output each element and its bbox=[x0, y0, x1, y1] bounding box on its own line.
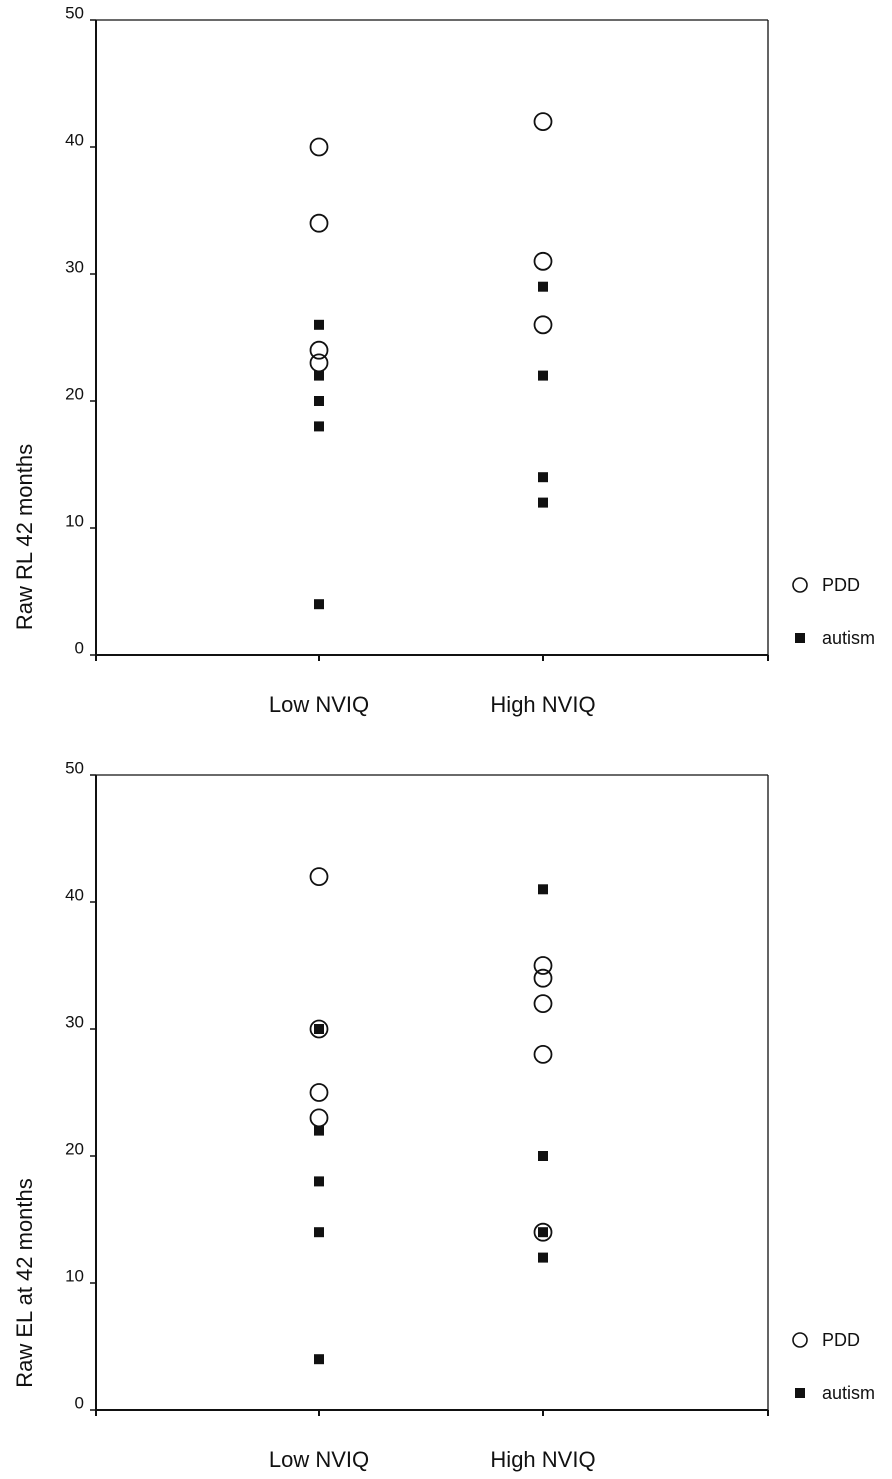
point-PDD-low-nviq-1 bbox=[309, 1019, 329, 1039]
point-PDD-low-nviq-3 bbox=[309, 1108, 329, 1128]
y-tick-label-0: 0 bbox=[75, 1393, 84, 1412]
point-PDD-low-nviq-0 bbox=[309, 867, 329, 886]
point-autism-high-nviq-8 bbox=[538, 497, 548, 508]
legend-marker-autism bbox=[795, 633, 805, 643]
point-PDD-low-nviq-2 bbox=[309, 340, 329, 360]
y-tick-label-30: 30 bbox=[65, 257, 84, 276]
point-autism-high-nviq-5 bbox=[538, 884, 548, 895]
point-autism-high-nviq-6 bbox=[538, 1151, 548, 1161]
legend-marker-autism bbox=[795, 1388, 805, 1398]
legend-marker-PDD bbox=[792, 1332, 808, 1348]
x-tick-label-high-nviq: High NVIQ bbox=[490, 692, 595, 717]
point-autism-low-nviq-2 bbox=[314, 1176, 324, 1187]
legend-marker-PDD bbox=[792, 577, 808, 593]
point-PDD-high-nviq-6 bbox=[533, 994, 553, 1013]
y-axis-title: Raw RL 42 months bbox=[12, 444, 37, 630]
y-tick-label-20: 20 bbox=[65, 384, 84, 403]
point-PDD-low-nviq-0 bbox=[309, 137, 329, 157]
point-PDD-low-nviq-2 bbox=[309, 1083, 329, 1102]
point-PDD-high-nviq-6 bbox=[533, 315, 553, 335]
point-PDD-high-nviq-4 bbox=[533, 112, 553, 131]
chart-panel-1: 0 10 20 30 40 50 Low NVIQ High NVIQ Raw RL 42 mo… bbox=[12, 3, 875, 717]
y-tick-label-50: 50 bbox=[65, 3, 84, 22]
point-autism-high-nviq-7 bbox=[538, 472, 548, 483]
y-tick-label-20: 20 bbox=[65, 1139, 84, 1158]
point-autism-low-nviq-4 bbox=[314, 599, 324, 610]
y-tick-label-10: 10 bbox=[65, 1266, 84, 1285]
point-PDD-high-nviq-7 bbox=[533, 1045, 553, 1064]
x-tick-label-high-nviq: High NVIQ bbox=[490, 1447, 595, 1472]
point-autism-low-nviq-2 bbox=[314, 396, 324, 406]
y-tick-label-30: 30 bbox=[65, 1012, 84, 1031]
point-autism-high-nviq-8 bbox=[538, 1252, 548, 1263]
point-autism-high-nviq-7 bbox=[538, 1227, 548, 1238]
y-tick-label-10: 10 bbox=[65, 511, 84, 530]
point-autism-low-nviq-3 bbox=[314, 421, 324, 432]
point-autism-low-nviq-0 bbox=[314, 319, 324, 330]
point-autism-high-nviq-5 bbox=[538, 281, 548, 292]
chart-panel-2: 0 10 20 30 40 50 Low NVIQ High NVIQ Raw EL at 42… bbox=[12, 758, 875, 1472]
point-PDD-low-nviq-1 bbox=[309, 213, 329, 233]
x-tick-label-low-nviq: Low NVIQ bbox=[269, 692, 369, 717]
x-tick-label-low-nviq: Low NVIQ bbox=[269, 1447, 369, 1472]
point-autism-low-nviq-1 bbox=[314, 1125, 324, 1136]
point-autism-high-nviq-6 bbox=[538, 370, 548, 381]
y-tick-label-40: 40 bbox=[65, 130, 84, 149]
y-tick-label-0: 0 bbox=[75, 638, 84, 657]
point-PDD-high-nviq-4 bbox=[533, 956, 553, 975]
y-tick-label-40: 40 bbox=[65, 885, 84, 904]
point-PDD-low-nviq-3 bbox=[309, 353, 329, 373]
legend-label-autism: autism bbox=[822, 1383, 875, 1403]
point-autism-low-nviq-3 bbox=[314, 1227, 324, 1238]
legend-label-PDD: PDD bbox=[822, 575, 860, 595]
point-PDD-high-nviq-5 bbox=[533, 968, 553, 988]
point-PDD-high-nviq-8 bbox=[533, 1222, 553, 1242]
legend-label-autism: autism bbox=[822, 628, 875, 648]
point-autism-low-nviq-0 bbox=[314, 1024, 324, 1034]
point-PDD-high-nviq-5 bbox=[533, 251, 553, 271]
chart-panels: 0 10 20 30 40 50 Low NVIQ High NVIQ Raw RL 42 mo… bbox=[12, 3, 875, 1472]
y-axis-title: Raw EL at 42 months bbox=[12, 1178, 37, 1388]
point-autism-low-nviq-4 bbox=[314, 1354, 324, 1365]
legend-label-PDD: PDD bbox=[822, 1330, 860, 1350]
y-tick-label-50: 50 bbox=[65, 758, 84, 777]
point-autism-low-nviq-1 bbox=[314, 370, 324, 381]
